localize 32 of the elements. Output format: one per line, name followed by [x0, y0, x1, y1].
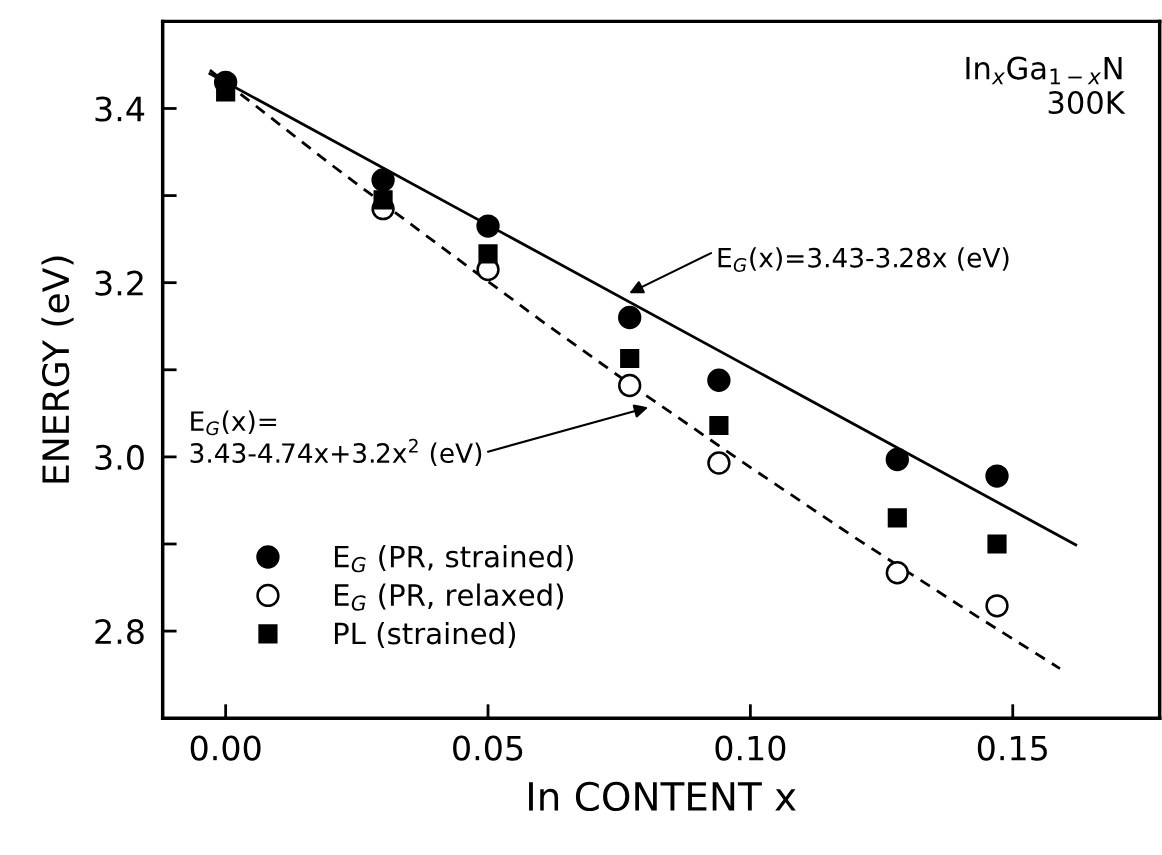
- x-tick-label: 0.15: [977, 735, 1047, 761]
- y-tick-label: 2.8: [95, 619, 144, 645]
- annotation: In$_{x}$Ga$_{1−x}$N 300K: [966, 56, 1126, 115]
- x-axis-title: In CONTENT x: [529, 781, 796, 812]
- y-tick-label: 3.2: [95, 270, 143, 296]
- point: [618, 305, 642, 330]
- point: [620, 348, 640, 369]
- point: [985, 464, 1009, 488]
- point: [373, 190, 393, 210]
- legend-label: PL (strained): [334, 621, 516, 648]
- point: [885, 447, 909, 472]
- annotation: E$_{G}$(x)= 3.43-4.74x+3.2x$^{2}$ (eV): [190, 410, 482, 467]
- point: [887, 508, 907, 528]
- point: [707, 451, 731, 475]
- point: [885, 561, 909, 585]
- y-tick-label: 3.4: [95, 96, 145, 122]
- point: [987, 534, 1007, 554]
- legend-label: E$_{G}$ (PR, strained): [334, 545, 573, 573]
- x-tick-label: 0.05: [453, 735, 523, 761]
- y-axis-title: ENERGY (eV): [41, 256, 74, 483]
- point: [707, 368, 731, 392]
- x-tick-label: 0.10: [715, 735, 786, 761]
- legend-label: E$_{G}$ (PR, relaxed): [334, 583, 563, 611]
- point: [478, 244, 498, 264]
- annotation: E$_{G}$(x)=3.43-3.28x (eV): [718, 247, 1009, 272]
- point: [709, 415, 729, 436]
- point: [618, 373, 642, 398]
- x-tick-label: 0.00: [190, 735, 261, 761]
- point: [371, 168, 395, 192]
- point: [476, 214, 500, 238]
- y-tick-label: 3.0: [95, 444, 144, 471]
- point: [985, 594, 1009, 618]
